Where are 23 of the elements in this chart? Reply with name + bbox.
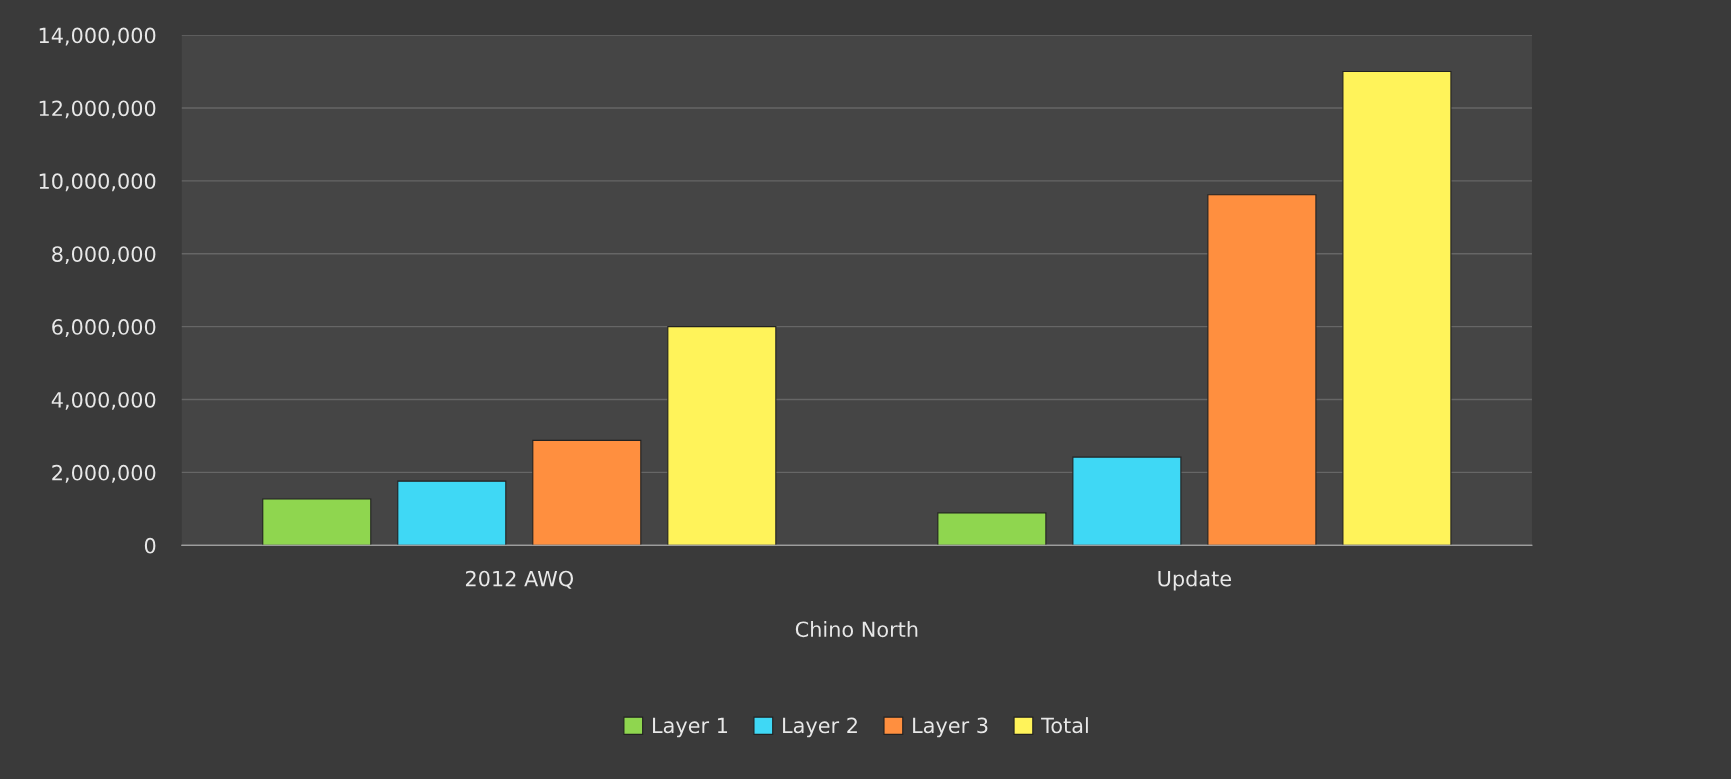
bar	[397, 480, 507, 546]
bar	[1072, 456, 1182, 546]
y-tick-label: 2,000,000	[52, 464, 156, 483]
legend-label: Layer 1	[653, 717, 728, 738]
bar	[532, 439, 642, 546]
legend-label: Layer 3	[913, 717, 988, 738]
y-tick-label: 10,000,000	[39, 173, 156, 192]
bar	[1342, 70, 1452, 546]
y-tick-label: 6,000,000	[52, 319, 156, 337]
bar	[937, 512, 1047, 546]
x-tick-label: Update	[1158, 570, 1232, 591]
bar	[667, 326, 777, 546]
y-tick-label: 12,000,000	[39, 100, 156, 119]
y-tick-label: 8,000,000	[52, 246, 156, 265]
x-axis-title: Chino North	[795, 621, 918, 638]
y-tick-label: 14,000,000	[39, 27, 156, 46]
y-tick-label: 4,000,000	[51, 391, 156, 410]
bar	[1207, 194, 1317, 546]
legend-label: Layer 2	[783, 717, 857, 738]
bar	[262, 498, 372, 546]
y-tick-label: 0	[144, 537, 156, 554]
legend-label: Total	[1041, 717, 1088, 734]
x-tick-label: 2012 AWQ	[465, 570, 573, 589]
